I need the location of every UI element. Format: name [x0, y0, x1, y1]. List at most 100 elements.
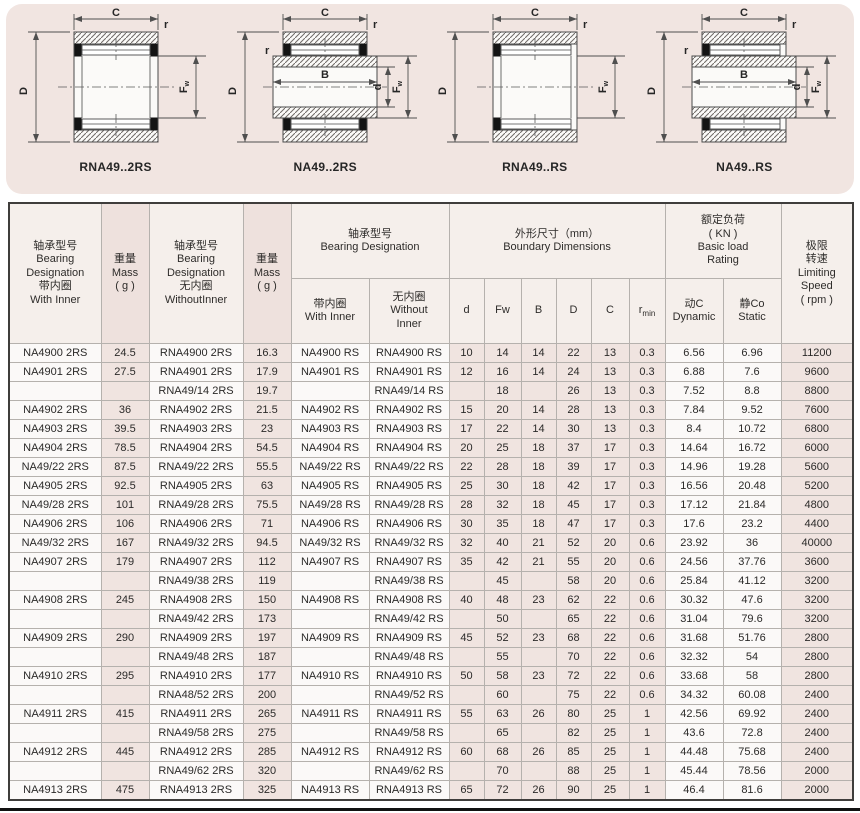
- table-cell: 65: [448, 780, 485, 801]
- table-cell: 0.6: [628, 552, 666, 572]
- table-cell: [448, 381, 485, 401]
- dim-label-D: D: [437, 87, 449, 95]
- table-cell: RNA49/22 2RS: [148, 457, 244, 477]
- table-cell: 75.5: [242, 495, 292, 515]
- table-cell: [448, 647, 485, 667]
- table-cell: 11200: [780, 343, 854, 363]
- table-cell: 0.6: [628, 571, 666, 591]
- table-cell: 17: [590, 495, 630, 515]
- table-cell: NA4911 RS: [290, 704, 370, 724]
- table-row: NA49/22 2RS 87.5 RNA49/22 2RS 55.5 NA49/22 R…: [8, 457, 854, 477]
- table-cell: 26: [520, 704, 557, 724]
- table-cell: 290: [100, 628, 150, 648]
- table-cell: 22: [590, 590, 630, 610]
- table-cell: RNA4905 RS: [368, 476, 450, 496]
- table-cell: RNA4900 RS: [368, 343, 450, 363]
- table-cell: 88: [555, 761, 592, 781]
- table-cell: RNA4901 RS: [368, 362, 450, 382]
- table-cell: NA4901 RS: [290, 362, 370, 382]
- table-cell: NA4909 2RS: [8, 628, 102, 648]
- table-cell: RNA49/48 2RS: [148, 647, 244, 667]
- table-cell: 33.68: [664, 666, 724, 686]
- table-cell: 265: [242, 704, 292, 724]
- table-cell: 119: [242, 571, 292, 591]
- table-cell: 55.5: [242, 457, 292, 477]
- header-mass-b: 重量 Mass ( g ): [242, 202, 292, 344]
- table-row: NA4903 2RS 39.5 RNA4903 2RS 23 NA4903 RS RNA4…: [8, 419, 854, 439]
- table-cell: 60.08: [722, 685, 782, 705]
- table-cell: 197: [242, 628, 292, 648]
- table-cell: 28: [483, 457, 522, 477]
- dim-label-C: C: [740, 8, 748, 19]
- table-cell: 295: [100, 666, 150, 686]
- table-cell: 25: [590, 704, 630, 724]
- table-cell: 173: [242, 609, 292, 629]
- table-cell: 2800: [780, 666, 854, 686]
- table-cell: 1: [628, 742, 666, 762]
- table-cell: 187: [242, 647, 292, 667]
- header-designation-group: 轴承型号 Bearing Designation: [290, 202, 450, 279]
- table-cell: RNA49/32 2RS: [148, 533, 244, 553]
- table-cell: 16.56: [664, 476, 724, 496]
- table-cell: 30.32: [664, 590, 724, 610]
- table-cell: RNA49/22 RS: [368, 457, 450, 477]
- table-cell: 25: [590, 761, 630, 781]
- table-cell: [100, 571, 150, 591]
- table-cell: [290, 571, 370, 591]
- table-cell: RNA49/28 2RS: [148, 495, 244, 515]
- table-cell: 177: [242, 666, 292, 686]
- table-cell: 68: [555, 628, 592, 648]
- table-cell: 0.3: [628, 343, 666, 363]
- table-cell: NA4905 RS: [290, 476, 370, 496]
- table-cell: RNA4902 2RS: [148, 400, 244, 420]
- table-cell: 18: [520, 514, 557, 534]
- table-cell: RNA4904 2RS: [148, 438, 244, 458]
- table-cell: 20: [590, 552, 630, 572]
- header-dim-D: D: [555, 278, 592, 344]
- table-cell: [100, 609, 150, 629]
- table-cell: 55: [483, 647, 522, 667]
- table-cell: 20: [590, 533, 630, 553]
- table-cell: 58: [483, 666, 522, 686]
- table-cell: 415: [100, 704, 150, 724]
- table-cell: 14: [483, 343, 522, 363]
- dim-label-r: r: [583, 19, 588, 31]
- table-body: NA4900 2RS 24.5 RNA4900 2RS 16.3 NA4900 RS RN…: [8, 343, 854, 801]
- table-cell: 32: [483, 495, 522, 515]
- table-cell: 23: [242, 419, 292, 439]
- header-dim-fw: Fw: [483, 278, 522, 344]
- table-cell: 26: [555, 381, 592, 401]
- table-cell: 78.5: [100, 438, 150, 458]
- table-cell: 0.3: [628, 362, 666, 382]
- diagram-caption: RNA49..RS: [502, 160, 568, 174]
- table-cell: RNA4913 RS: [368, 780, 450, 801]
- table-row: NA4907 2RS 179 RNA4907 2RS 112 NA4907 RS RNA4…: [8, 552, 854, 572]
- table-cell: [520, 647, 557, 667]
- table-cell: 14.64: [664, 438, 724, 458]
- table-cell: NA4903 2RS: [8, 419, 102, 439]
- table-cell: [290, 609, 370, 629]
- table-cell: 275: [242, 723, 292, 743]
- table-cell: 17: [590, 457, 630, 477]
- table-cell: NA4900 2RS: [8, 343, 102, 363]
- table-cell: NA4912 2RS: [8, 742, 102, 762]
- table-cell: 62: [555, 590, 592, 610]
- table-cell: RNA4909 2RS: [148, 628, 244, 648]
- table-cell: 20: [448, 438, 485, 458]
- table-cell: [100, 685, 150, 705]
- table-cell: 4800: [780, 495, 854, 515]
- table-row: NA4901 2RS 27.5 RNA4901 2RS 17.9 NA4901 RS RN…: [8, 362, 854, 382]
- table-cell: 18: [520, 495, 557, 515]
- table-cell: 445: [100, 742, 150, 762]
- table-cell: NA4910 RS: [290, 666, 370, 686]
- table-cell: 23.2: [722, 514, 782, 534]
- table-cell: 30: [555, 419, 592, 439]
- table-cell: 0.6: [628, 647, 666, 667]
- table-cell: 34.32: [664, 685, 724, 705]
- table-cell: [8, 685, 102, 705]
- table-cell: 14: [520, 362, 557, 382]
- table-cell: 200: [242, 685, 292, 705]
- table-cell: 0.6: [628, 590, 666, 610]
- table-cell: 6000: [780, 438, 854, 458]
- table-cell: 79.6: [722, 609, 782, 629]
